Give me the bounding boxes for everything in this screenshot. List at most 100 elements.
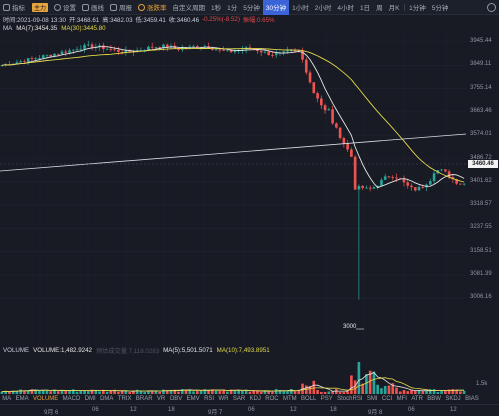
candle-body (274, 53, 278, 56)
candle-body (218, 49, 222, 51)
timeframe-tab-4[interactable]: 1小时 (292, 5, 309, 12)
volume-bar (165, 390, 169, 394)
indicator-tab-cci[interactable]: CCI (381, 396, 393, 402)
volume-bar (113, 389, 116, 394)
indicator-tab-smi[interactable]: SMI (366, 396, 378, 402)
candle-body (282, 51, 286, 53)
candle-body (440, 169, 443, 171)
timeframe-tab-6[interactable]: 4小时 (337, 5, 354, 12)
price-axis-label: 3945.44 (470, 38, 492, 44)
indicator-tab-roc[interactable]: ROC (265, 396, 279, 402)
candle-body (432, 173, 436, 182)
candle-body (361, 186, 364, 188)
indicator-tab-boll[interactable]: BOLL (301, 396, 317, 402)
volume-bar (90, 389, 94, 394)
indicator-tab-sar[interactable]: SAR (232, 396, 246, 402)
indicator-tab-mtm[interactable]: MTM (282, 396, 297, 402)
toolbar-item-4[interactable]: 周报 (107, 0, 135, 15)
ma-label[interactable]: MA (3, 25, 13, 32)
toolbar-item-3[interactable]: 画线 (79, 0, 107, 15)
timeframe-tab-1[interactable]: 1分 (227, 5, 238, 12)
volume-bar (102, 389, 105, 394)
volume-bar (387, 385, 391, 394)
volume-bar (222, 389, 225, 394)
candle-body (75, 49, 79, 50)
toolbar-item-5[interactable]: 涨跌率 (135, 0, 170, 15)
indicator-tab-bias[interactable]: BIAS (465, 396, 479, 402)
indicator-tab-macd[interactable]: MACD (62, 396, 81, 402)
indicator-tab-atr[interactable]: ATR (411, 396, 423, 402)
volume-chart[interactable] (0, 354, 499, 394)
current-price-tag: 3460.46 (468, 160, 498, 168)
toolbar-item-2[interactable]: 设置 (51, 0, 79, 15)
volume-bar (323, 391, 327, 394)
volume-bar (0, 391, 4, 394)
indicator-tab-dma[interactable]: DMA (100, 396, 114, 402)
candle-body (79, 48, 83, 50)
timeframe-tab-7[interactable]: 1日 (360, 5, 371, 12)
timeframe-tab-3[interactable]: 30分钟 (262, 0, 290, 15)
toolbar-settings-icon[interactable] (487, 3, 496, 12)
indicator-tab-dmi[interactable]: DMI (84, 396, 96, 402)
volume-bar (432, 389, 436, 394)
volume-bar (23, 390, 26, 394)
indicator-tab-brar[interactable]: BRAR (135, 396, 153, 402)
toolbar-item-0[interactable]: 指标 (0, 0, 28, 15)
indicator-tab-emv[interactable]: EMV (186, 396, 200, 402)
indicator-tab-bbw[interactable]: BBW (427, 396, 441, 402)
timeframe-tab-11[interactable]: 5分钟 (431, 5, 449, 12)
price-chart[interactable] (0, 33, 499, 346)
indicator-tab-kdj[interactable]: KDJ (249, 396, 261, 402)
info-close: 收:3460.46 (168, 17, 200, 24)
candle-body (428, 181, 432, 185)
candle-body (117, 49, 120, 52)
candle-body (263, 51, 267, 53)
indicator-tab-volume[interactable]: VOLUME (32, 396, 59, 402)
candle-body (462, 183, 466, 185)
indicator-tab-skdj[interactable]: SKDJ (445, 396, 461, 402)
ma30-value: MA(30):3445.80 (61, 25, 106, 32)
indicator-tab-ema[interactable]: EMA (15, 396, 29, 402)
timeframe-tab-9[interactable]: 月K (388, 5, 400, 12)
timeframe-tab-10[interactable]: 1分钟 (409, 5, 426, 12)
volume-bar (398, 391, 402, 394)
toolbar-item-label: 涨跌率 (147, 5, 167, 12)
candle-body (301, 50, 304, 60)
volume-bar (312, 380, 316, 394)
volume-bar (233, 390, 237, 394)
volume-bar (199, 390, 203, 394)
timeframe-tab-0[interactable]: 1秒 (211, 5, 222, 12)
candle-body (383, 176, 387, 180)
candle-body (444, 169, 447, 172)
indicator-tabs: MA EMA VOLUME MACD DMI DMA TRIX BRAR VR OBV EMV RSI… (0, 394, 499, 404)
indicator-tab-mfi[interactable]: MFI (396, 396, 407, 402)
timeframe-tab-2[interactable]: 5分钟 (243, 5, 260, 12)
volume-label[interactable]: VOLUME (3, 347, 30, 354)
candle-body (83, 44, 86, 49)
candle-body (226, 49, 229, 51)
indicator-tab-vr[interactable]: VR (156, 396, 166, 402)
indicator-tab-rsi[interactable]: RSI (204, 396, 215, 402)
trend-line[interactable] (0, 133, 467, 172)
volume-bar (184, 389, 188, 394)
indicator-tab-trix[interactable]: TRIX (117, 396, 132, 402)
volume-bar (162, 389, 165, 394)
custom-period-button[interactable]: 自定义周期 (172, 5, 206, 12)
volume-bar (282, 391, 286, 394)
info-low: 低:3459.41 (135, 17, 166, 24)
candle-body (30, 58, 34, 59)
indicator-tab-ma[interactable]: MA (2, 396, 12, 402)
volume-bar (436, 391, 440, 394)
indicator-tab-wr[interactable]: WR (218, 396, 229, 402)
timeframe-tab-8[interactable]: 周 (376, 5, 383, 12)
volume-bar (274, 389, 278, 394)
indicator-tab-obv[interactable]: OBV (169, 396, 183, 402)
indicator-tab-psy[interactable]: PSY (320, 396, 333, 402)
volume-bar (338, 391, 342, 394)
indicator-tab-stochrsi[interactable]: StochRSI (337, 396, 363, 402)
volume-bar (229, 389, 233, 394)
timeframe-tab-5[interactable]: 2小时 (314, 5, 332, 12)
volume-bar (327, 391, 331, 394)
toolbar-item-1[interactable]: 主力 (28, 0, 51, 15)
volume-bar (105, 391, 109, 394)
